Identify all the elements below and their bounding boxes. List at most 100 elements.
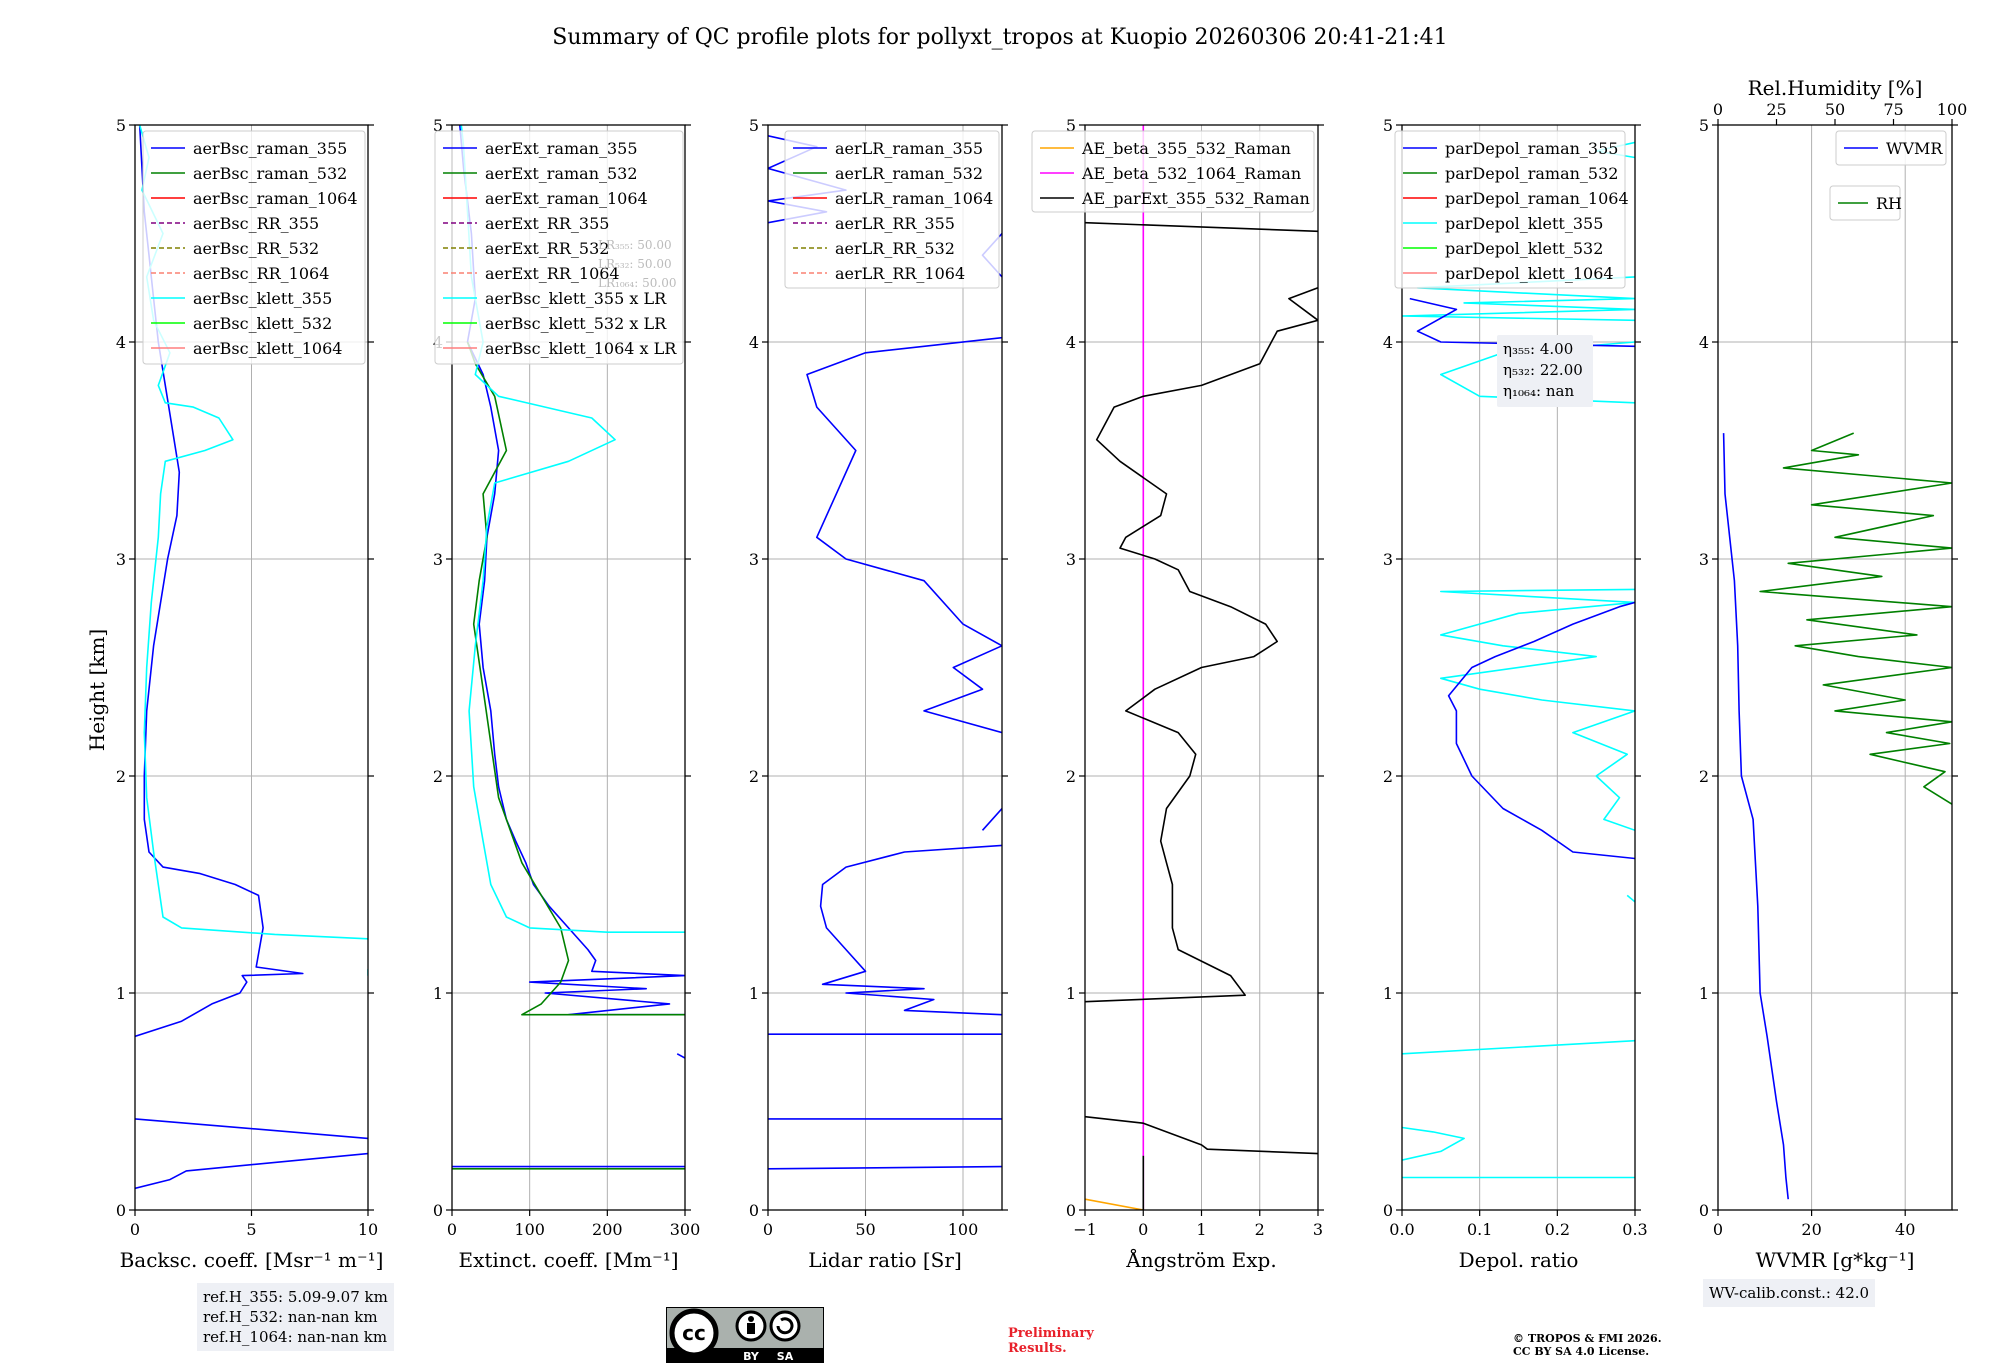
top-tick-label: 75 <box>1883 100 1903 119</box>
legend-label: aerBsc_RR_355 <box>193 214 319 233</box>
x-axis-label: Backsc. coeff. [Msr⁻¹ m⁻¹] <box>120 1248 384 1272</box>
series-group <box>1085 125 1318 1210</box>
refh-1064: ref.H_1064: nan-nan km <box>203 1328 388 1346</box>
x-axis-label: Depol. ratio <box>1459 1248 1579 1272</box>
cc-text: cc <box>682 1321 706 1345</box>
x-tick-label: 200 <box>592 1220 623 1239</box>
series-AE_beta_355_532_Raman <box>1085 1198 1144 1210</box>
x-tick-label: 100 <box>514 1220 545 1239</box>
x-tick-label: 0 <box>130 1220 140 1239</box>
series-aerExt_raman_532 <box>466 341 685 1016</box>
x-axis-label: WVMR [g*kg⁻¹] <box>1756 1248 1915 1272</box>
reference-height-box: ref.H_355: 5.09-9.07 km ref.H_532: nan-n… <box>197 1283 394 1351</box>
legend-label: aerLR_raman_532 <box>835 164 983 183</box>
sa-arrow-icon <box>776 1317 794 1335</box>
series-group <box>1402 141 1635 1179</box>
legend-label: parDepol_raman_355 <box>1445 139 1618 158</box>
axes-frame <box>451 124 686 1211</box>
copyright-line-1: © TROPOS & FMI 2026. <box>1513 1332 1662 1345</box>
legend-label: parDepol_klett_532 <box>1445 239 1603 258</box>
x-tick-label: 40 <box>1895 1220 1915 1239</box>
y-tick-label: 3 <box>749 550 759 569</box>
by-label: BY <box>743 1350 760 1363</box>
by-person-body-icon <box>747 1323 755 1334</box>
legend: AE_beta_355_532_Raman AE_beta_532_1064_Ra… <box>1031 130 1315 213</box>
eta-label: η₁₀₆₄: nan <box>1503 382 1574 400</box>
cc-circle-icon <box>669 1308 719 1358</box>
top-tick-label: 100 <box>1937 100 1968 119</box>
legend-label: aerExt_raman_1064 <box>485 189 648 208</box>
legend: aerExt_raman_355 aerExt_raman_532 aerExt_r… <box>434 130 684 365</box>
y-tick-label: 2 <box>1383 767 1393 786</box>
y-tick-label: 2 <box>116 767 126 786</box>
x-tick-label: 0.3 <box>1622 1220 1647 1239</box>
axes-frame <box>1401 124 1636 1211</box>
refh-532: ref.H_532: nan-nan km <box>203 1308 378 1326</box>
y-tick-label: 5 <box>1383 116 1393 135</box>
legend-box <box>434 130 684 365</box>
y-tick-label: 4 <box>749 333 759 352</box>
x-axis-label: Extinct. coeff. [Mm⁻¹] <box>458 1248 678 1272</box>
refh-355: ref.H_355: 5.09-9.07 km <box>203 1288 388 1306</box>
y-tick-label: 1 <box>749 984 759 1003</box>
legend: aerBsc_raman_355 aerBsc_raman_532 aerBsc_r… <box>142 130 366 365</box>
legend-label: parDepol_klett_355 <box>1445 214 1603 233</box>
series-parDepol_klett_355 <box>1402 1039 1635 1055</box>
legend-box <box>1031 130 1315 213</box>
legend-label: aerBsc_raman_355 <box>193 139 347 158</box>
legend-label: RH <box>1876 194 1902 213</box>
x-tick-label: 0 <box>763 1220 773 1239</box>
copyright-line-2: CC BY SA 4.0 License. <box>1513 1345 1650 1358</box>
series-group <box>768 135 1002 1170</box>
series-aerLR_raman_355 <box>768 1165 1002 1170</box>
series-aerLR_raman_355 <box>981 807 1002 831</box>
x-tick-label: 1 <box>1196 1220 1206 1239</box>
series-aerBsc_raman_355 <box>135 1152 368 1190</box>
x-tick-label: 0 <box>1138 1220 1148 1239</box>
legend-label: aerBsc_raman_1064 <box>193 189 358 208</box>
legend-label: aerBsc_klett_532 x LR <box>485 314 667 333</box>
legend: aerLR_raman_355 aerLR_raman_532 aerLR_rama… <box>784 130 1000 289</box>
legend-label: aerBsc_RR_1064 <box>193 264 329 283</box>
y-tick-label: 3 <box>1383 550 1393 569</box>
x-tick-label: 0.1 <box>1467 1220 1492 1239</box>
legend-label: parDepol_klett_1064 <box>1445 264 1614 283</box>
legend-box <box>1835 130 1947 166</box>
series-WVMR <box>1722 433 1789 1200</box>
legend-label: AE_parExt_355_532_Raman <box>1081 189 1310 208</box>
legend-label: aerExt_RR_1064 <box>485 264 620 283</box>
series-AE_parExt_355_532_Raman <box>1085 221 1318 233</box>
y-tick-label: 0 <box>1383 1201 1393 1220</box>
copyright-note: © TROPOS & FMI 2026. CC BY SA 4.0 Licens… <box>1513 1332 1662 1358</box>
y-tick-label: 1 <box>433 984 443 1003</box>
x-tick-label: 50 <box>855 1220 875 1239</box>
series-parDepol_klett_355 <box>1402 1126 1465 1161</box>
legend: parDepol_raman_355 parDepol_raman_532 parD… <box>1394 130 1629 289</box>
y-tick-label: 3 <box>1699 550 1709 569</box>
y-tick-label: 0 <box>116 1201 126 1220</box>
eta-label: η₅₃₂: 22.00 <box>1503 361 1583 379</box>
legend-label: aerBsc_klett_1064 <box>193 339 342 358</box>
lr-annotation: LR₃₅₅: 50.00 <box>598 238 672 252</box>
y-tick-label: 4 <box>116 333 126 352</box>
eta-box <box>1497 335 1593 407</box>
series-aerBsc_raman_355 <box>135 1118 368 1140</box>
x-tick-label: 0.0 <box>1389 1220 1414 1239</box>
legend-label: aerBsc_RR_532 <box>193 239 319 258</box>
y-tick-label: 5 <box>1066 116 1076 135</box>
x-tick-label: 100 <box>948 1220 979 1239</box>
panel-lidar_ratio: 0 50 100 0 1 2 3 4 5 Lidar ratio [Sr] aerLR_raman_… <box>749 116 1008 1272</box>
y-tick-label: 0 <box>433 1201 443 1220</box>
legend-label: aerBsc_raman_532 <box>193 164 347 183</box>
series-AE_parExt_355_532_Raman <box>1085 287 1318 1003</box>
x-tick-label: 300 <box>670 1220 701 1239</box>
legend-label: aerExt_RR_355 <box>485 214 609 233</box>
top-tick-label: 0 <box>1713 100 1723 119</box>
x-tick-label: 0 <box>1713 1220 1723 1239</box>
x-tick-label: 3 <box>1313 1220 1323 1239</box>
legend-label: parDepol_raman_532 <box>1445 164 1618 183</box>
legend-label: aerExt_RR_532 <box>485 239 609 258</box>
